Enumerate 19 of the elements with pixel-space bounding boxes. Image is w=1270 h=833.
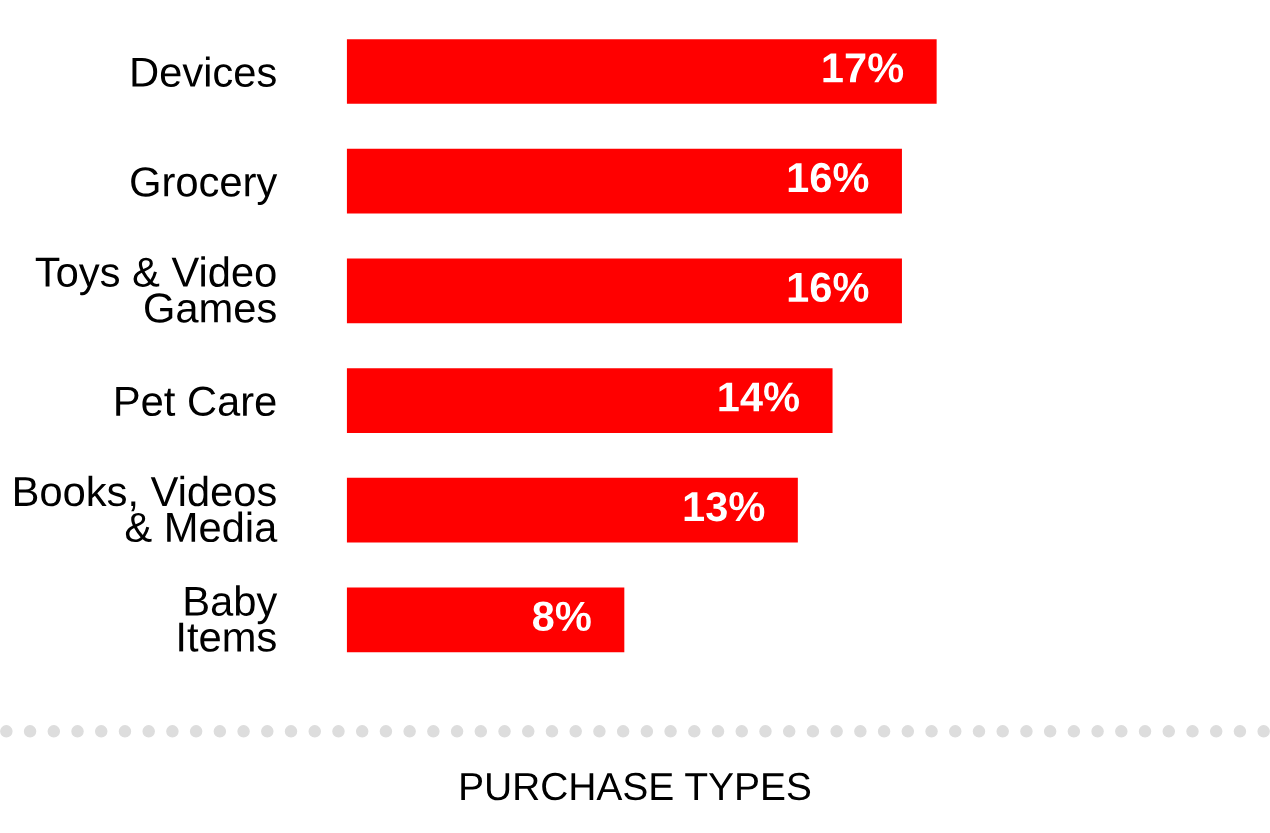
- bar: [346, 368, 833, 433]
- data-label: 8%: [532, 601, 591, 632]
- y-tick-label: Devices: [132, 56, 276, 88]
- bar: [346, 587, 625, 653]
- y-tick-label: Pet Care: [116, 386, 276, 417]
- data-label: 14%: [719, 382, 799, 412]
- bar: [346, 477, 798, 543]
- bar: [346, 39, 937, 104]
- bar: [346, 148, 902, 214]
- text: PURCHASE TYPES: [461, 772, 811, 801]
- y-tick-label: Grocery: [131, 167, 278, 205]
- y-tick-label: Baby Items: [179, 585, 278, 652]
- data-label: 16%: [788, 272, 869, 303]
- bar: [346, 258, 902, 324]
- y-tick-label: Books, Videos & Media: [15, 475, 278, 543]
- y-tick-label: Toys & Video Games: [35, 256, 276, 323]
- data-label: 16%: [788, 162, 869, 193]
- data-label: 17%: [823, 53, 904, 83]
- data-label: 13%: [684, 491, 765, 522]
